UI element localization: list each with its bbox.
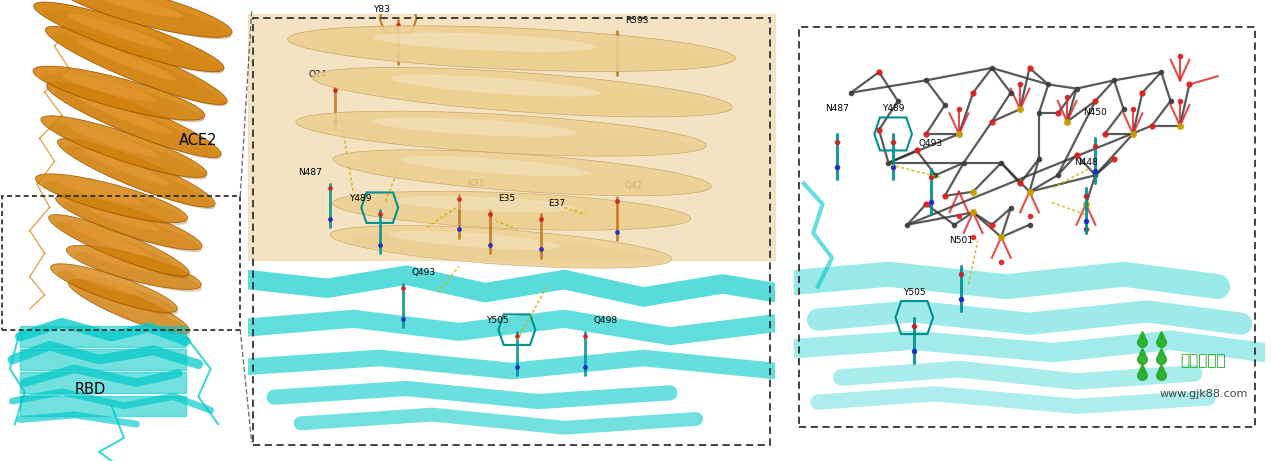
Bar — [3, 196, 240, 330]
Ellipse shape — [69, 125, 160, 157]
Ellipse shape — [287, 26, 736, 71]
Text: Q498: Q498 — [594, 316, 618, 325]
Ellipse shape — [85, 0, 183, 18]
Ellipse shape — [333, 150, 712, 196]
Ellipse shape — [395, 196, 574, 213]
Text: Y505: Y505 — [487, 316, 508, 325]
Ellipse shape — [83, 149, 170, 185]
Ellipse shape — [69, 270, 139, 295]
Ellipse shape — [36, 174, 188, 223]
Text: Q42: Q42 — [625, 181, 643, 190]
Text: E37: E37 — [549, 199, 566, 208]
Text: N448: N448 — [1074, 158, 1098, 167]
Ellipse shape — [333, 191, 690, 230]
Ellipse shape — [47, 82, 221, 158]
Ellipse shape — [66, 245, 201, 290]
Ellipse shape — [57, 271, 178, 315]
Ellipse shape — [85, 287, 153, 315]
Text: Q493: Q493 — [919, 139, 943, 148]
Ellipse shape — [46, 26, 228, 105]
Ellipse shape — [51, 264, 178, 313]
Text: N487: N487 — [297, 168, 322, 177]
Text: RBD: RBD — [74, 382, 105, 397]
Ellipse shape — [64, 0, 231, 39]
Ellipse shape — [311, 67, 732, 117]
Ellipse shape — [33, 2, 224, 72]
Ellipse shape — [76, 39, 177, 81]
Ellipse shape — [66, 13, 172, 49]
Ellipse shape — [48, 123, 206, 179]
Ellipse shape — [76, 95, 172, 134]
Text: 养生资讯网: 养生资讯网 — [1181, 354, 1227, 368]
Ellipse shape — [65, 146, 215, 209]
Ellipse shape — [41, 73, 205, 122]
Ellipse shape — [43, 181, 188, 225]
Ellipse shape — [350, 234, 663, 267]
Ellipse shape — [62, 74, 156, 101]
Ellipse shape — [42, 9, 222, 74]
Ellipse shape — [55, 89, 220, 160]
Text: Y83: Y83 — [374, 5, 390, 14]
Text: E35: E35 — [498, 195, 516, 203]
Ellipse shape — [56, 0, 233, 37]
Text: ACE2: ACE2 — [178, 133, 217, 148]
Ellipse shape — [69, 279, 189, 334]
Ellipse shape — [60, 181, 144, 205]
Text: R393: R393 — [625, 16, 648, 25]
Ellipse shape — [311, 35, 723, 70]
Ellipse shape — [390, 75, 601, 97]
Ellipse shape — [79, 202, 159, 231]
Ellipse shape — [41, 116, 207, 177]
Ellipse shape — [402, 156, 590, 177]
Ellipse shape — [372, 118, 577, 137]
Ellipse shape — [296, 111, 707, 156]
Ellipse shape — [318, 119, 695, 155]
Ellipse shape — [75, 286, 191, 336]
Ellipse shape — [334, 76, 721, 116]
Ellipse shape — [48, 214, 189, 276]
Ellipse shape — [330, 225, 672, 268]
Ellipse shape — [353, 158, 702, 195]
Ellipse shape — [56, 195, 202, 250]
Text: N450: N450 — [1083, 108, 1107, 118]
Ellipse shape — [352, 200, 681, 229]
Ellipse shape — [389, 231, 561, 250]
Ellipse shape — [53, 34, 226, 106]
Ellipse shape — [57, 139, 215, 207]
Ellipse shape — [70, 224, 147, 256]
Ellipse shape — [64, 201, 202, 252]
Text: N487: N487 — [825, 104, 849, 113]
Text: Q493: Q493 — [412, 268, 436, 278]
Ellipse shape — [74, 252, 202, 292]
Ellipse shape — [33, 66, 205, 120]
Ellipse shape — [56, 221, 189, 278]
Text: www.gjk88.com: www.gjk88.com — [1159, 389, 1248, 399]
Text: Y489: Y489 — [350, 195, 372, 203]
Ellipse shape — [374, 33, 597, 52]
Text: Q24: Q24 — [309, 70, 327, 79]
Text: Y505: Y505 — [902, 288, 925, 297]
Text: K31: K31 — [466, 179, 484, 188]
Text: Y489: Y489 — [882, 104, 905, 113]
Ellipse shape — [86, 251, 161, 273]
Text: N501: N501 — [949, 236, 974, 245]
